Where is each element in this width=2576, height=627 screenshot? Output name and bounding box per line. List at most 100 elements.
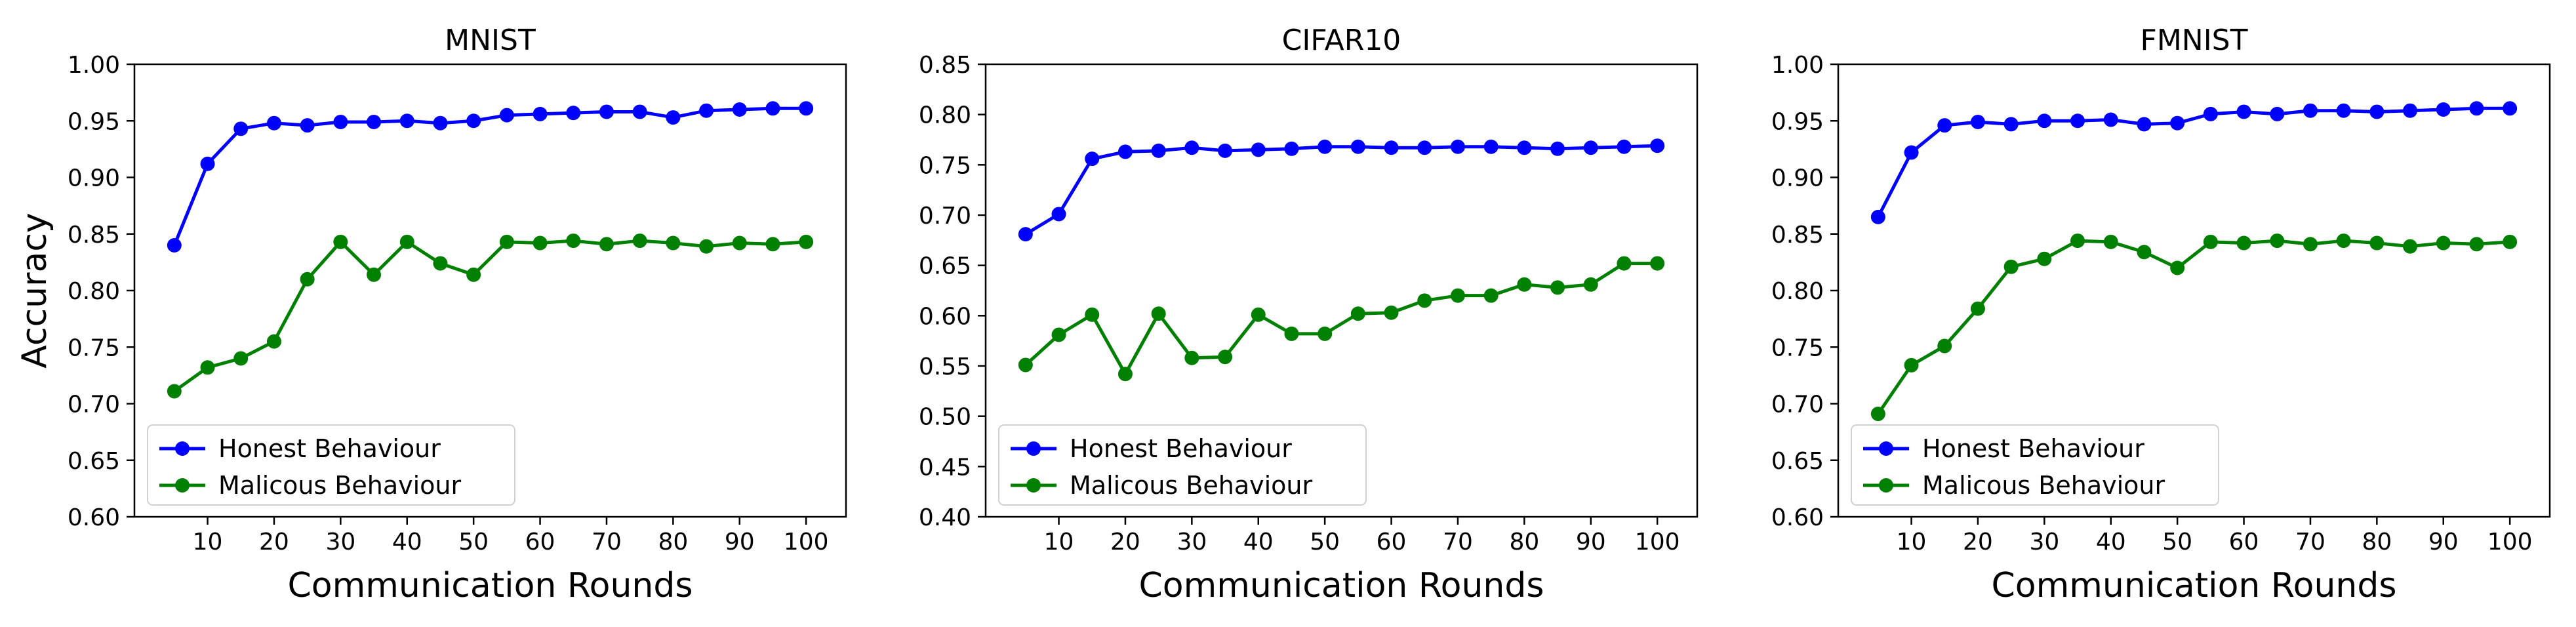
data-point-honest-behaviour (2170, 115, 2185, 131)
data-point-malicous-behaviour (2203, 234, 2218, 249)
data-point-honest-behaviour (466, 113, 481, 129)
chart-title: FMNIST (2141, 24, 2248, 57)
y-tick-label: 0.75 (919, 152, 971, 179)
data-point-honest-behaviour (367, 114, 382, 129)
data-point-honest-behaviour (2037, 113, 2052, 129)
x-tick-label: 80 (658, 529, 688, 556)
legend-label: Malicous Behaviour (1070, 471, 1312, 500)
data-point-honest-behaviour (1384, 140, 1399, 155)
y-tick-label: 0.85 (68, 222, 120, 249)
data-point-malicous-behaviour (1151, 306, 1166, 321)
data-point-honest-behaviour (1350, 139, 1365, 154)
data-point-honest-behaviour (266, 115, 281, 131)
data-point-malicous-behaviour (1284, 326, 1299, 341)
legend-swatch-marker-malicous-behaviour (1026, 478, 1041, 493)
series-line-malicous-behaviour (173, 239, 807, 393)
data-point-honest-behaviour (1937, 118, 1952, 133)
data-point-honest-behaviour (1184, 140, 1199, 155)
data-point-honest-behaviour (1583, 140, 1598, 155)
y-tick-label: 0.85 (1771, 222, 1824, 249)
series-line-honest-behaviour (172, 106, 807, 246)
data-point-honest-behaviour (2137, 117, 2152, 132)
data-point-honest-behaviour (1151, 143, 1166, 158)
data-point-honest-behaviour (1617, 139, 1632, 154)
data-point-malicous-behaviour (367, 267, 382, 282)
data-point-honest-behaviour (2436, 102, 2451, 117)
data-point-malicous-behaviour (1583, 277, 1598, 292)
data-point-malicous-behaviour (499, 234, 514, 249)
x-axis-label: Communication Rounds (1991, 566, 2396, 605)
data-point-honest-behaviour (566, 106, 581, 121)
data-point-honest-behaviour (799, 101, 814, 116)
y-tick-label: 0.65 (68, 448, 120, 475)
chart-panel-mnist: MNIST 0.60 0.65 0.70 0.75 0.80 0.85 0.90 0.95 1.0… (15, 24, 847, 605)
data-point-honest-behaviour (2203, 106, 2218, 121)
data-point-honest-behaviour (399, 113, 414, 129)
y-tick-label: 0.75 (68, 334, 120, 361)
legend-frame (147, 424, 515, 506)
data-point-malicous-behaviour (2003, 259, 2019, 274)
data-point-malicous-behaviour (1870, 407, 1885, 422)
series-line-honest-behaviour (1024, 144, 1658, 236)
y-tick-label: 0.70 (1771, 392, 1824, 418)
data-point-honest-behaviour (1970, 114, 1985, 129)
x-tick-label: 100 (784, 529, 829, 556)
data-point-malicous-behaviour (1517, 277, 1532, 292)
data-point-honest-behaviour (2003, 117, 2019, 132)
data-point-malicous-behaviour (1018, 357, 1033, 373)
data-point-malicous-behaviour (533, 235, 548, 251)
y-tick-label: 0.65 (1771, 448, 1824, 475)
legend-label: Malicous Behaviour (1922, 471, 2165, 500)
data-point-malicous-behaviour (2037, 251, 2052, 266)
plot-frame (984, 63, 1699, 518)
legend: Honest Behaviour Malicous Behaviour (147, 424, 515, 506)
data-point-malicous-behaviour (2137, 245, 2152, 260)
y-tick-label: 0.80 (1771, 278, 1824, 305)
y-tick-label: 0.40 (919, 504, 971, 531)
y-tick-label: 1.00 (68, 52, 120, 79)
data-point-malicous-behaviour (1085, 307, 1100, 322)
legend-swatch-marker-honest-behaviour (1026, 441, 1041, 456)
x-tick-label: 20 (1110, 529, 1140, 556)
data-point-honest-behaviour (732, 102, 747, 117)
data-point-malicous-behaviour (233, 351, 249, 366)
data-point-malicous-behaviour (333, 234, 348, 249)
data-point-malicous-behaviour (1051, 327, 1066, 342)
data-point-honest-behaviour (666, 110, 681, 125)
x-tick-label: 50 (1310, 529, 1340, 556)
x-tick-label: 60 (1377, 529, 1407, 556)
data-point-malicous-behaviour (1650, 256, 1665, 271)
x-tick-label: 20 (259, 529, 289, 556)
legend: Honest Behaviour Malicous Behaviour (1851, 424, 2219, 506)
data-point-honest-behaviour (632, 104, 647, 119)
x-tick-label: 80 (2362, 529, 2392, 556)
data-point-malicous-behaviour (1318, 326, 1333, 341)
x-tick-label: 70 (2295, 529, 2325, 556)
x-tick-label: 70 (1443, 529, 1473, 556)
data-point-malicous-behaviour (699, 239, 714, 254)
x-axis-label: Communication Rounds (1138, 566, 1544, 605)
data-point-honest-behaviour (1417, 140, 1432, 155)
x-axis-label: Communication Rounds (287, 566, 693, 605)
data-point-malicous-behaviour (266, 334, 281, 349)
x-tick-label: 30 (1177, 529, 1207, 556)
legend-label: Honest Behaviour (218, 434, 441, 463)
legend-swatch-marker-malicous-behaviour (1879, 478, 1893, 493)
chart-title: CIFAR10 (1282, 24, 1401, 57)
data-point-honest-behaviour (2336, 103, 2351, 118)
x-tick-label: 20 (1963, 529, 1993, 556)
data-point-honest-behaviour (699, 103, 714, 118)
data-point-honest-behaviour (1284, 141, 1299, 156)
legend-label: Malicous Behaviour (218, 471, 461, 500)
legend-frame (1851, 424, 2219, 506)
data-point-malicous-behaviour (2369, 235, 2385, 251)
data-point-malicous-behaviour (433, 256, 448, 271)
data-point-malicous-behaviour (167, 384, 182, 399)
chart-panel-fmnist: FMNIST 0.60 0.65 0.70 0.75 0.80 0.85 0.90 0.95 1.… (1771, 24, 2551, 605)
data-point-honest-behaviour (1051, 207, 1066, 222)
data-point-malicous-behaviour (1350, 306, 1365, 321)
data-point-honest-behaviour (1117, 144, 1133, 159)
data-point-honest-behaviour (599, 104, 614, 119)
data-point-honest-behaviour (1318, 139, 1333, 154)
